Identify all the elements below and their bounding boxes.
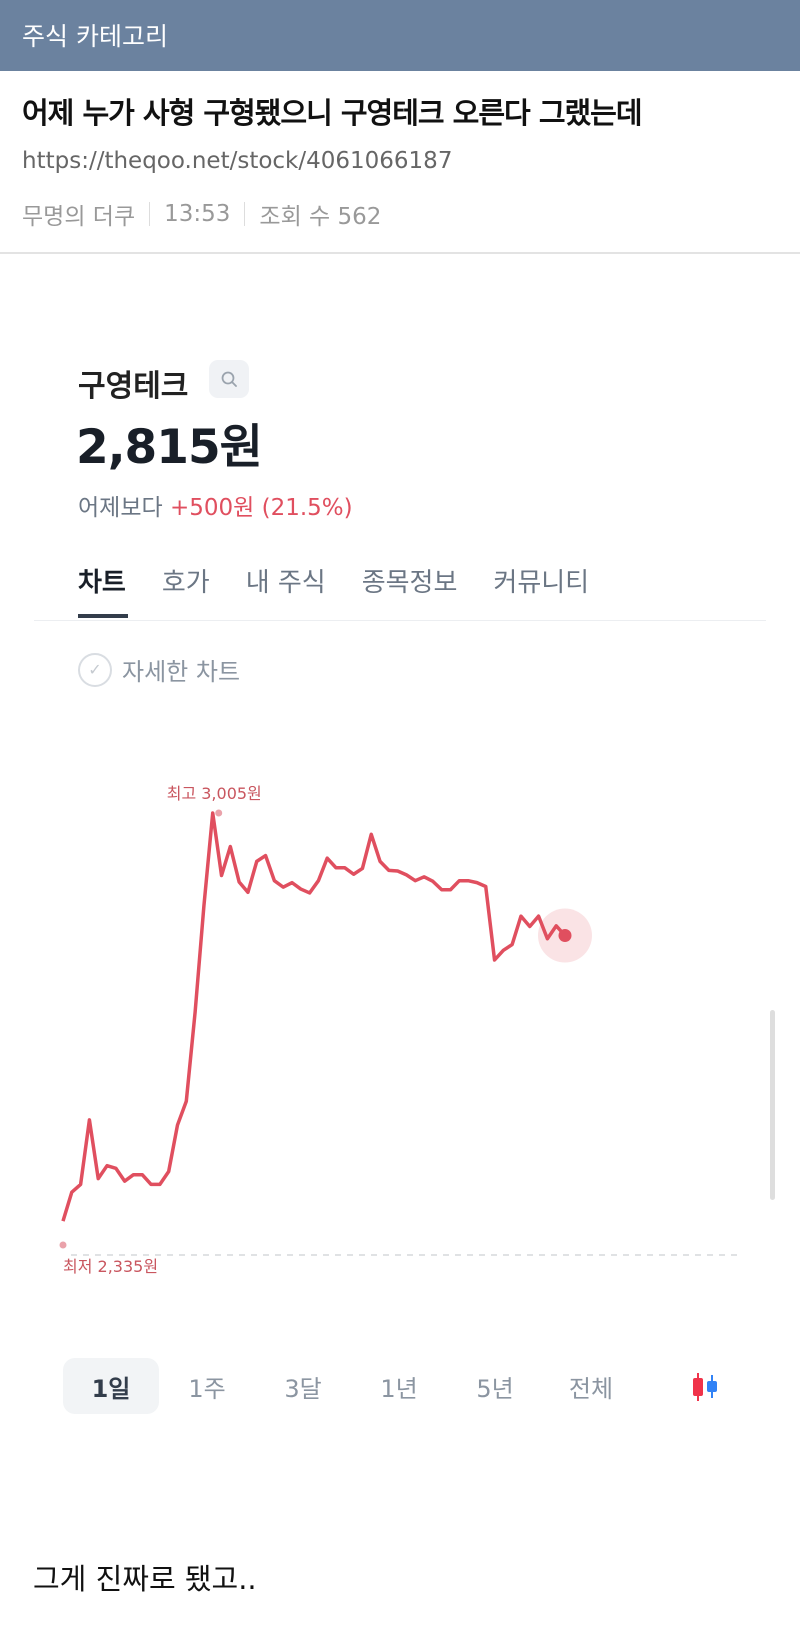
post-time: 13:53: [164, 201, 231, 227]
divider: [0, 252, 800, 254]
current-price-dot: [558, 929, 572, 943]
active-tab-indicator: [78, 614, 128, 618]
range-1y[interactable]: 1년: [380, 1374, 418, 1403]
divider: [244, 202, 246, 226]
post-title: 어제 누가 사형 구형됐으니 구영테크 오른다 그랬는데: [22, 96, 643, 130]
tab-chart[interactable]: 차트: [78, 568, 126, 598]
category-header[interactable]: 주식 카테고리: [0, 0, 800, 71]
price-change: 어제보다 +500원 (21.5%): [78, 488, 353, 522]
price-line: [61, 811, 567, 1222]
candlestick-chart-icon[interactable]: [688, 1372, 722, 1402]
high-label: 최고 3,005원: [167, 784, 262, 803]
low-label: 최저 2,335원: [63, 1257, 158, 1276]
search-icon: [221, 371, 237, 387]
check-circle-icon: ✓: [78, 652, 112, 687]
stock-name: 구영테크: [78, 369, 189, 404]
range-1w[interactable]: 1주: [188, 1374, 226, 1403]
change-label: 어제보다: [78, 495, 163, 521]
detail-chart-toggle[interactable]: ✓ 자세한 차트: [78, 652, 240, 687]
range-all[interactable]: 전체: [568, 1374, 614, 1403]
scrollbar[interactable]: [770, 1010, 775, 1200]
category-title: 주식 카테고리: [22, 22, 168, 51]
stock-search-button[interactable]: [209, 360, 249, 398]
divider: [34, 620, 766, 621]
post-url[interactable]: https://theqoo.net/stock/4061066187: [22, 148, 453, 174]
range-1d[interactable]: 1일: [63, 1358, 159, 1414]
post-views: 조회 수 562: [259, 204, 382, 230]
tab-stock-info[interactable]: 종목정보: [361, 568, 458, 598]
change-value: +500원 (21.5%): [169, 495, 353, 521]
price-chart[interactable]: 최고 3,005원 최저 2,335원: [0, 760, 800, 1300]
divider: [149, 202, 151, 226]
stock-tabs: 차트 호가 내 주식 종목정보 커뮤니티: [78, 562, 625, 599]
post-body: 그게 진짜로 됐고..: [33, 1562, 257, 1596]
low-point: [59, 1241, 67, 1249]
post-author: 무명의 더쿠: [22, 204, 136, 230]
tab-orderbook[interactable]: 호가: [161, 568, 210, 598]
post-meta: 무명의 더쿠 13:53 조회 수 562: [22, 197, 381, 231]
stock-price: 2,815원: [76, 420, 263, 475]
tab-community[interactable]: 커뮤니티: [493, 568, 590, 598]
tab-my-stock[interactable]: 내 주식: [245, 568, 326, 598]
period-selector: 1일 1주 3달 1년 5년 전체: [63, 1358, 639, 1414]
range-5y[interactable]: 5년: [476, 1374, 514, 1403]
range-3m[interactable]: 3달: [284, 1374, 322, 1403]
high-point: [215, 809, 223, 817]
detail-chart-label: 자세한 차트: [122, 658, 241, 686]
